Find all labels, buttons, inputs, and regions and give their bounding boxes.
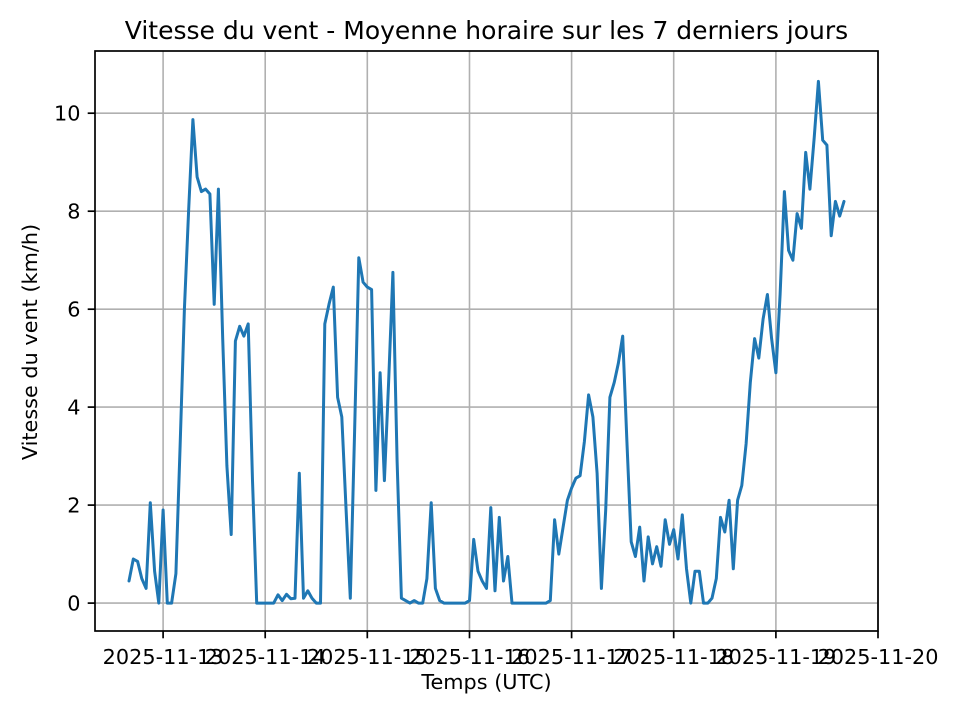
x-tick-label: 2025-11-16 bbox=[409, 645, 530, 669]
y-axis-label: Vitesse du vent (km/h) bbox=[18, 223, 42, 461]
x-axis-label: Temps (UTC) bbox=[421, 670, 552, 694]
x-tick-label: 2025-11-19 bbox=[715, 645, 836, 669]
y-tick-label: 6 bbox=[67, 298, 80, 322]
x-tick-label: 2025-11-20 bbox=[818, 645, 939, 669]
y-tick-label: 0 bbox=[67, 592, 80, 616]
wind-speed-line bbox=[127, 79, 846, 605]
y-tick-label: 8 bbox=[67, 200, 80, 224]
x-tick-label: 2025-11-13 bbox=[103, 645, 224, 669]
x-tick-label: 2025-11-15 bbox=[307, 645, 428, 669]
y-tick-label: 10 bbox=[54, 102, 80, 126]
x-tick-label: 2025-11-17 bbox=[511, 645, 632, 669]
y-tick-label: 4 bbox=[67, 396, 80, 420]
axes-frame bbox=[94, 50, 879, 632]
chart-title: Vitesse du vent - Moyenne horaire sur le… bbox=[124, 16, 849, 45]
y-tick-label: 2 bbox=[67, 494, 80, 518]
x-tick-label: 2025-11-18 bbox=[613, 645, 734, 669]
x-tick-label: 2025-11-14 bbox=[205, 645, 326, 669]
